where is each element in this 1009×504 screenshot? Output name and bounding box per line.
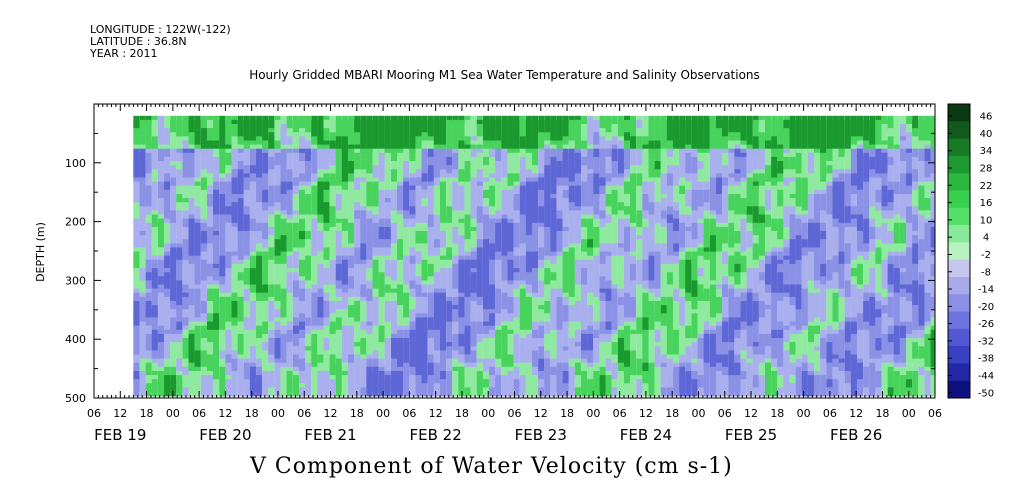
field-cell xyxy=(372,387,379,397)
field-cell xyxy=(415,387,422,397)
field-cell xyxy=(440,387,446,397)
field-cell xyxy=(292,387,299,397)
velocity-field xyxy=(133,115,935,397)
field-cell xyxy=(188,387,195,397)
field-cell xyxy=(513,387,520,397)
field-cell xyxy=(525,387,532,397)
field-cell xyxy=(464,387,471,397)
field-cell xyxy=(532,387,538,397)
field-cell xyxy=(329,387,336,397)
field-cell xyxy=(139,387,146,397)
field-cell xyxy=(176,387,183,397)
field-cell xyxy=(366,387,373,397)
field-cell xyxy=(470,387,477,397)
field-cell xyxy=(427,387,434,397)
field-cell xyxy=(200,387,207,397)
latitude-label: LATITUDE : 36.8N xyxy=(90,35,187,48)
field-cell xyxy=(562,387,569,397)
field-cell xyxy=(544,387,551,397)
field-cell xyxy=(433,387,440,397)
field-cell xyxy=(360,387,367,397)
field-cell xyxy=(311,387,318,397)
field-cell xyxy=(483,387,489,397)
field-cell xyxy=(133,387,140,397)
field-cell xyxy=(476,387,483,397)
field-cell xyxy=(262,387,269,397)
field-cell xyxy=(151,387,158,397)
longitude-label: LONGITUDE : 122W(-122) xyxy=(90,23,231,36)
field-cell xyxy=(213,387,220,397)
field-cell xyxy=(556,387,563,397)
field-cell xyxy=(568,387,575,397)
field-cell xyxy=(158,387,164,397)
field-cell xyxy=(268,387,275,397)
field-cell xyxy=(489,387,496,397)
field-cell xyxy=(501,387,508,397)
field-cell xyxy=(452,387,459,397)
field-cell xyxy=(231,387,238,397)
field-cell xyxy=(409,387,416,397)
field-cell xyxy=(286,387,293,397)
field-cell xyxy=(237,387,244,397)
field-cell xyxy=(458,387,465,397)
field-cell xyxy=(397,387,404,397)
field-cell xyxy=(403,387,410,397)
field-cell xyxy=(280,387,287,397)
field-cell xyxy=(305,387,312,397)
field-cell xyxy=(182,387,189,397)
field-cell xyxy=(519,387,526,397)
field-cell xyxy=(323,387,330,397)
field-cell xyxy=(164,387,171,397)
chart-title: Hourly Gridded MBARI Mooring M1 Sea Wate… xyxy=(249,68,760,82)
field-cell xyxy=(145,387,152,397)
field-cell xyxy=(581,387,588,397)
field-cell xyxy=(219,387,226,397)
field-cell xyxy=(335,387,342,397)
field-cell xyxy=(207,387,213,397)
field-cell xyxy=(384,387,391,397)
field-cell xyxy=(421,387,428,397)
field-cell xyxy=(249,387,256,397)
field-cell xyxy=(507,387,514,397)
field-cell xyxy=(378,387,385,397)
field-cell xyxy=(341,387,348,397)
field-cell xyxy=(299,387,305,397)
field-cell xyxy=(256,387,263,397)
field-cell xyxy=(550,387,557,397)
field-cell xyxy=(348,387,355,397)
year-label: YEAR : 2011 xyxy=(90,47,158,60)
field-cell xyxy=(243,387,250,397)
field-cell xyxy=(446,387,453,397)
field-cell xyxy=(194,387,201,397)
field-cell xyxy=(574,387,581,397)
field-cell xyxy=(391,387,397,397)
field-cell xyxy=(495,387,502,397)
field-cell xyxy=(225,387,232,397)
field-cell xyxy=(317,387,324,397)
